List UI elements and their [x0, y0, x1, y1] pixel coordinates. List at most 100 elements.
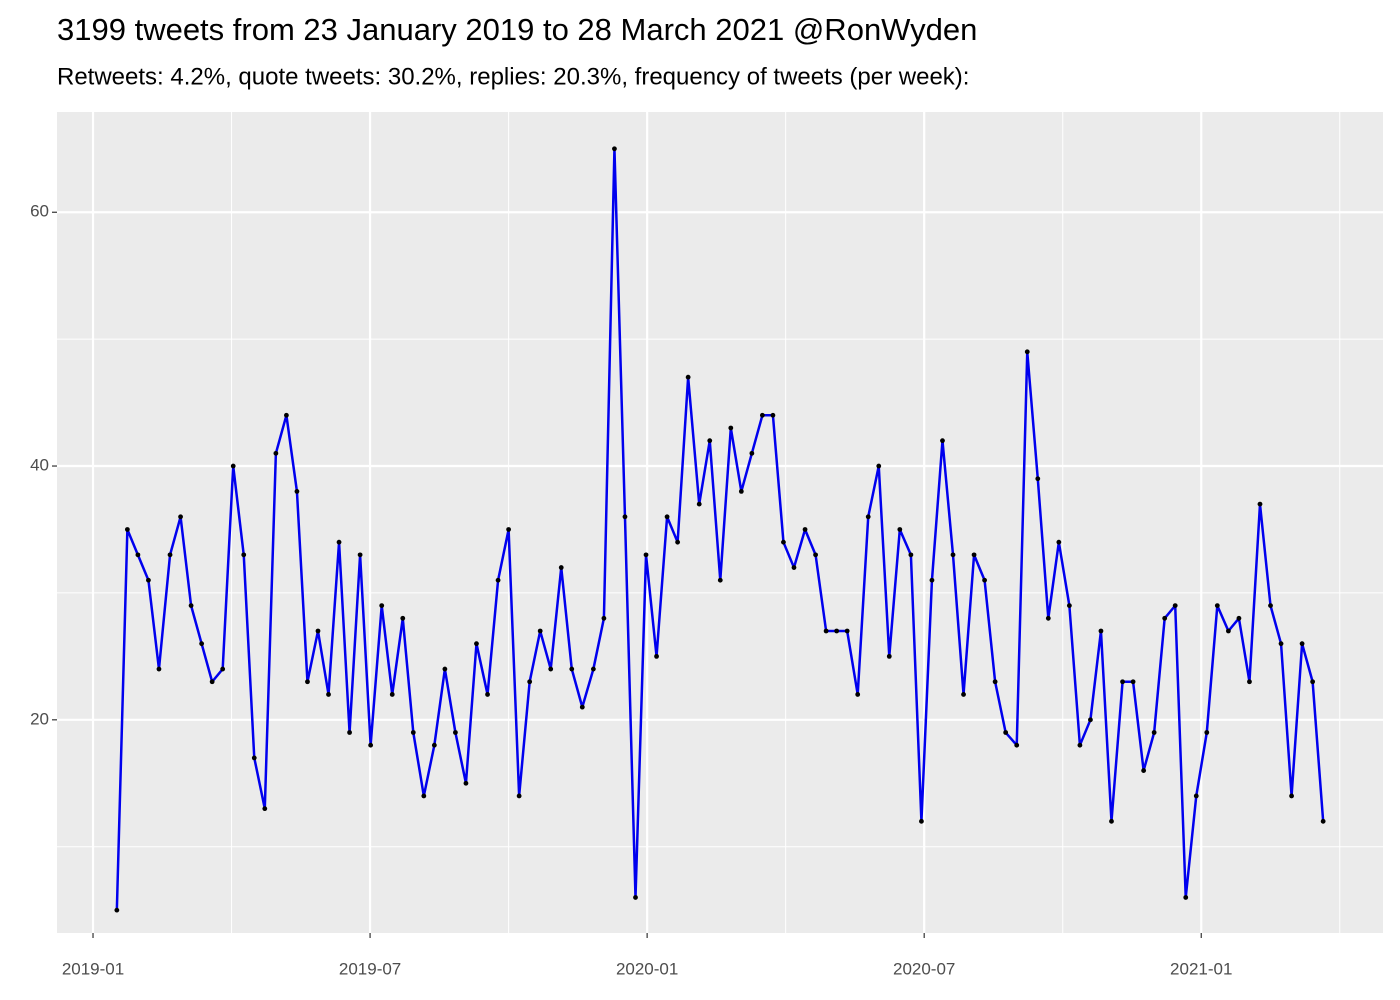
point — [791, 565, 797, 570]
point — [1183, 895, 1189, 900]
point — [1236, 615, 1242, 621]
point — [1035, 476, 1041, 482]
point — [886, 653, 892, 659]
point — [1247, 679, 1252, 685]
point — [919, 818, 924, 824]
point — [823, 628, 829, 634]
point — [537, 628, 543, 634]
point — [643, 552, 649, 558]
point — [1289, 793, 1294, 799]
point — [908, 552, 914, 558]
point — [273, 450, 279, 456]
point — [209, 679, 215, 685]
point — [802, 527, 808, 532]
y-tick-label: 60 — [30, 202, 49, 221]
point — [495, 577, 501, 583]
point — [675, 539, 681, 545]
point — [897, 527, 903, 532]
point — [146, 577, 151, 583]
point — [590, 666, 596, 672]
point — [1214, 603, 1220, 609]
point — [548, 666, 554, 672]
point — [410, 730, 416, 735]
point — [950, 552, 956, 558]
chart-subtitle: Retweets: 4.2%, quote tweets: 30.2%, rep… — [57, 63, 969, 90]
point — [199, 641, 205, 647]
point — [1204, 730, 1210, 735]
point — [1024, 349, 1030, 355]
point — [124, 527, 130, 532]
point — [601, 615, 607, 621]
point — [1141, 768, 1147, 773]
point — [982, 577, 987, 583]
point — [400, 615, 406, 621]
point — [135, 552, 141, 558]
point — [167, 552, 173, 558]
point — [579, 704, 585, 710]
point — [664, 514, 670, 520]
point — [1109, 818, 1114, 824]
point — [622, 514, 628, 520]
point — [1066, 603, 1072, 609]
x-tick-label: 2021-01 — [1170, 959, 1232, 978]
point — [855, 692, 861, 697]
point — [1172, 603, 1178, 609]
point — [770, 412, 776, 418]
point — [326, 692, 331, 697]
point — [262, 806, 268, 812]
point — [485, 692, 490, 697]
point — [1098, 628, 1104, 634]
point — [844, 628, 850, 634]
point — [1226, 628, 1231, 634]
point — [1056, 539, 1062, 545]
point — [940, 438, 945, 444]
point — [696, 501, 702, 507]
point — [506, 527, 512, 532]
point — [1077, 742, 1083, 748]
point — [1045, 615, 1051, 621]
point — [1299, 641, 1305, 647]
point — [654, 653, 659, 659]
point — [1162, 615, 1168, 621]
point — [1193, 793, 1199, 799]
point — [612, 146, 617, 152]
point — [685, 374, 691, 380]
x-tick-label: 2019-01 — [62, 959, 124, 978]
y-tick-label: 40 — [30, 456, 49, 475]
point — [347, 730, 352, 735]
point — [389, 692, 395, 697]
point — [463, 780, 469, 786]
point — [230, 463, 236, 469]
point — [178, 514, 183, 520]
point — [1278, 641, 1284, 647]
point — [1130, 679, 1136, 685]
point — [569, 666, 575, 672]
point — [738, 489, 744, 494]
point — [865, 514, 871, 520]
x-tick-label: 2019-07 — [339, 959, 401, 978]
point — [1257, 501, 1263, 507]
point — [315, 628, 321, 634]
chart-title: 3199 tweets from 23 January 2019 to 28 M… — [57, 12, 977, 47]
point — [961, 692, 966, 697]
point — [336, 539, 342, 545]
point — [431, 742, 437, 748]
point — [220, 666, 226, 672]
point — [971, 552, 977, 558]
point — [728, 425, 734, 431]
y-tick-label: 20 — [30, 709, 49, 728]
x-tick-label: 2020-07 — [893, 959, 955, 978]
point — [188, 603, 194, 609]
point — [1268, 603, 1273, 609]
point — [781, 539, 786, 545]
point — [527, 679, 533, 685]
point — [284, 412, 289, 418]
point — [992, 679, 998, 685]
point — [707, 438, 713, 444]
point — [834, 628, 840, 634]
point — [453, 730, 458, 735]
point — [421, 793, 427, 799]
point — [558, 565, 564, 570]
point — [442, 666, 448, 672]
